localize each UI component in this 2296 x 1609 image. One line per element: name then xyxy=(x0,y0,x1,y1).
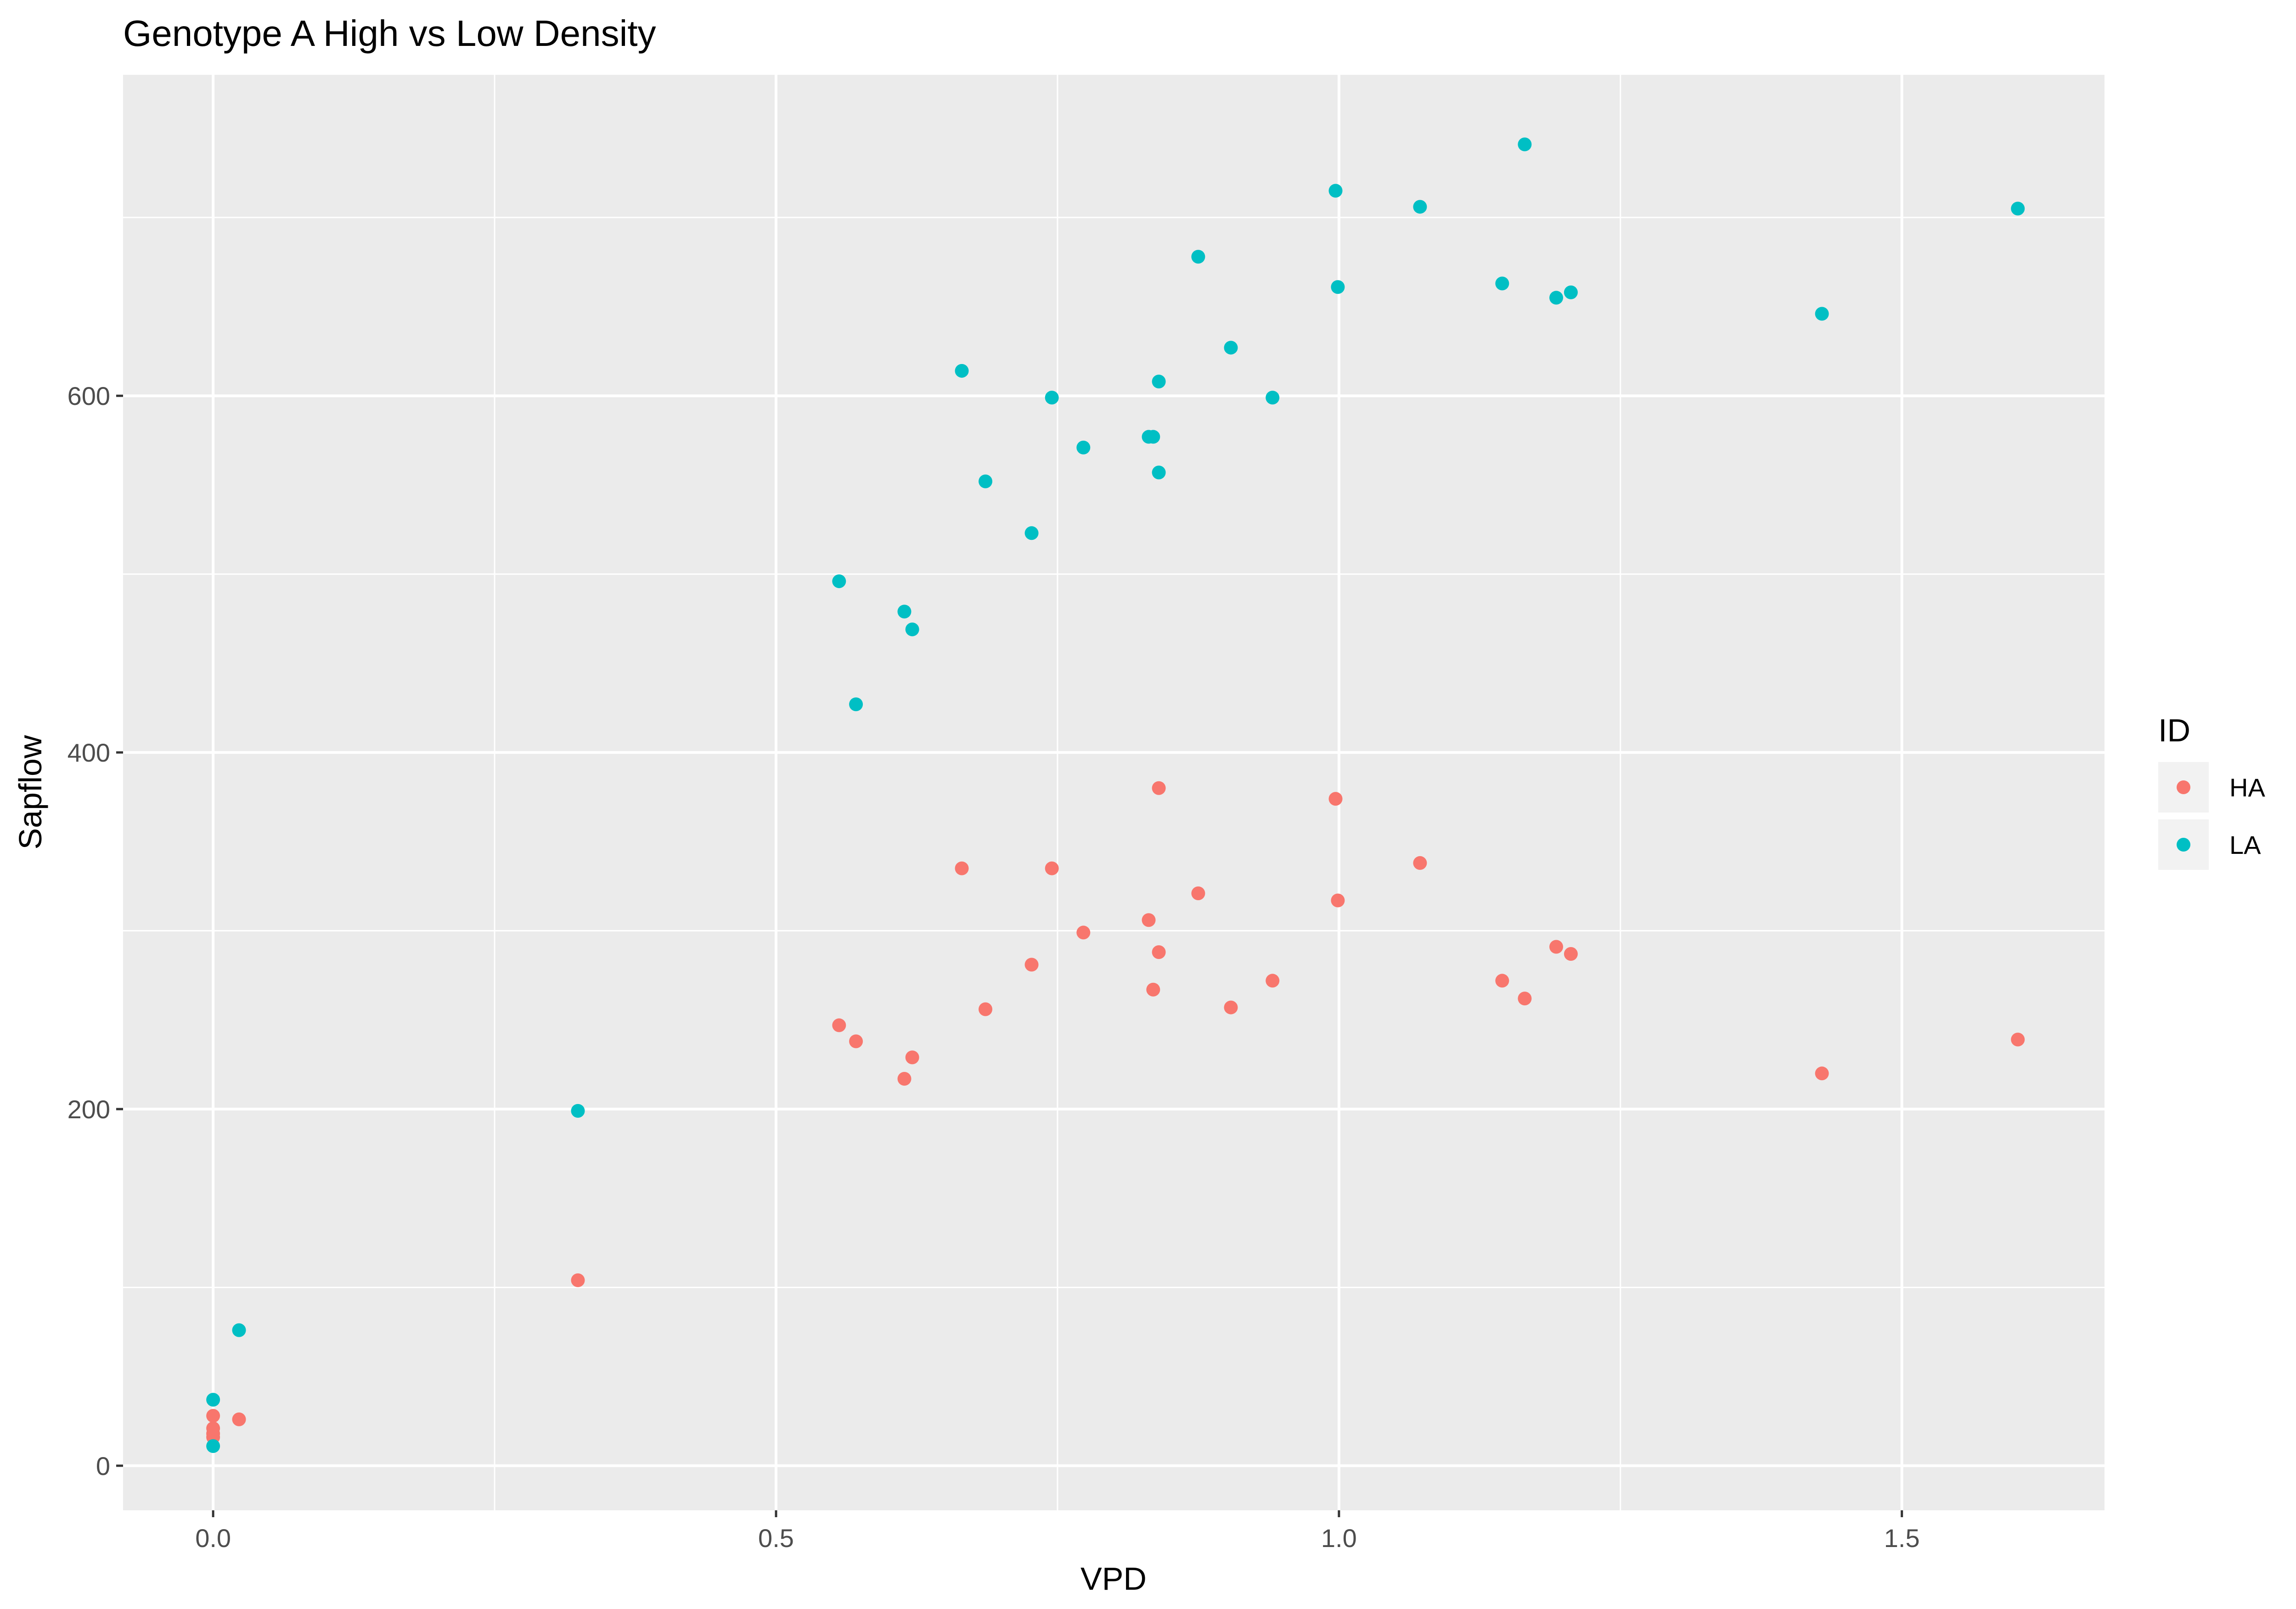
data-point-ha xyxy=(1142,913,1156,927)
data-point-la xyxy=(955,364,969,378)
data-point-ha xyxy=(1152,781,1166,795)
data-point-la xyxy=(1549,291,1564,305)
data-point-ha xyxy=(832,1018,846,1032)
data-point-la xyxy=(1564,285,1578,299)
data-point-ha xyxy=(1328,792,1343,806)
data-point-ha xyxy=(1191,886,1205,900)
data-point-la xyxy=(571,1104,585,1118)
data-point-la xyxy=(1518,137,1532,151)
data-point-ha xyxy=(232,1412,246,1426)
data-point-la xyxy=(1495,276,1509,291)
data-point-ha xyxy=(905,1050,919,1065)
y-axis-title: Sapflow xyxy=(12,735,48,849)
data-point-la xyxy=(1266,391,1280,405)
data-point-ha xyxy=(1266,974,1280,988)
data-point-ha xyxy=(1549,940,1564,954)
x-axis-title: VPD xyxy=(1080,1561,1147,1597)
x-tick-label: 1.5 xyxy=(1884,1524,1920,1553)
legend-label-ha: HA xyxy=(2229,773,2265,802)
data-point-la xyxy=(1224,341,1238,355)
data-point-la xyxy=(1331,280,1345,294)
x-tick-label: 0.0 xyxy=(195,1524,231,1553)
x-tick-label: 0.5 xyxy=(758,1524,794,1553)
data-point-ha xyxy=(206,1409,220,1423)
data-point-la xyxy=(1152,375,1166,389)
legend-items: HA LA xyxy=(2158,762,2265,870)
data-point-la xyxy=(2011,202,2025,216)
data-point-ha xyxy=(955,861,969,875)
y-tick-label: 200 xyxy=(68,1095,110,1124)
data-point-ha xyxy=(1076,925,1091,940)
data-point-ha xyxy=(1045,861,1059,875)
plot-panel xyxy=(123,75,2105,1510)
legend-key-ha xyxy=(2177,780,2190,794)
data-point-la xyxy=(206,1439,220,1453)
data-point-ha xyxy=(1413,856,1427,870)
data-point-la xyxy=(232,1323,246,1337)
y-tick-label: 600 xyxy=(68,381,110,410)
data-point-la xyxy=(1024,526,1039,540)
data-point-la xyxy=(905,622,919,637)
data-point-la xyxy=(1146,430,1160,444)
legend: ID HA LA xyxy=(2158,712,2265,870)
data-point-la xyxy=(832,574,846,589)
data-point-ha xyxy=(1815,1066,1829,1081)
legend-title: ID xyxy=(2158,712,2190,748)
data-point-ha xyxy=(2011,1032,2025,1047)
data-point-la xyxy=(206,1393,220,1407)
data-point-ha xyxy=(1564,947,1578,961)
data-point-la xyxy=(1045,391,1059,405)
data-point-ha xyxy=(897,1071,912,1086)
data-point-la xyxy=(1076,440,1091,454)
data-point-ha xyxy=(571,1273,585,1287)
data-point-la xyxy=(1328,184,1343,198)
data-point-la xyxy=(1815,307,1829,321)
legend-key-la xyxy=(2177,838,2190,852)
data-point-ha xyxy=(1331,893,1345,908)
grid-lines xyxy=(123,75,2105,1510)
data-point-ha xyxy=(1518,992,1532,1006)
y-tick-label: 400 xyxy=(68,738,110,767)
chart-title: Genotype A High vs Low Density xyxy=(123,13,656,54)
y-tick-label: 0 xyxy=(96,1452,110,1480)
legend-label-la: LA xyxy=(2229,830,2261,859)
x-tick-label: 1.0 xyxy=(1321,1524,1357,1553)
data-point-ha xyxy=(979,1002,993,1016)
data-points xyxy=(206,137,2025,1453)
axes: 0.0 0.5 1.0 1.5 0 200 400 600 xyxy=(68,381,1920,1553)
data-point-la xyxy=(849,697,863,712)
data-point-la xyxy=(897,605,912,619)
data-point-la xyxy=(1152,465,1166,480)
data-point-la xyxy=(1413,200,1427,214)
data-point-ha xyxy=(1146,982,1160,997)
data-point-ha xyxy=(849,1034,863,1048)
data-point-ha xyxy=(1495,974,1509,988)
data-point-ha xyxy=(1152,945,1166,959)
data-point-la xyxy=(979,474,993,488)
data-point-ha xyxy=(1224,1000,1238,1015)
data-point-la xyxy=(1191,250,1205,264)
data-point-ha xyxy=(1024,958,1039,972)
